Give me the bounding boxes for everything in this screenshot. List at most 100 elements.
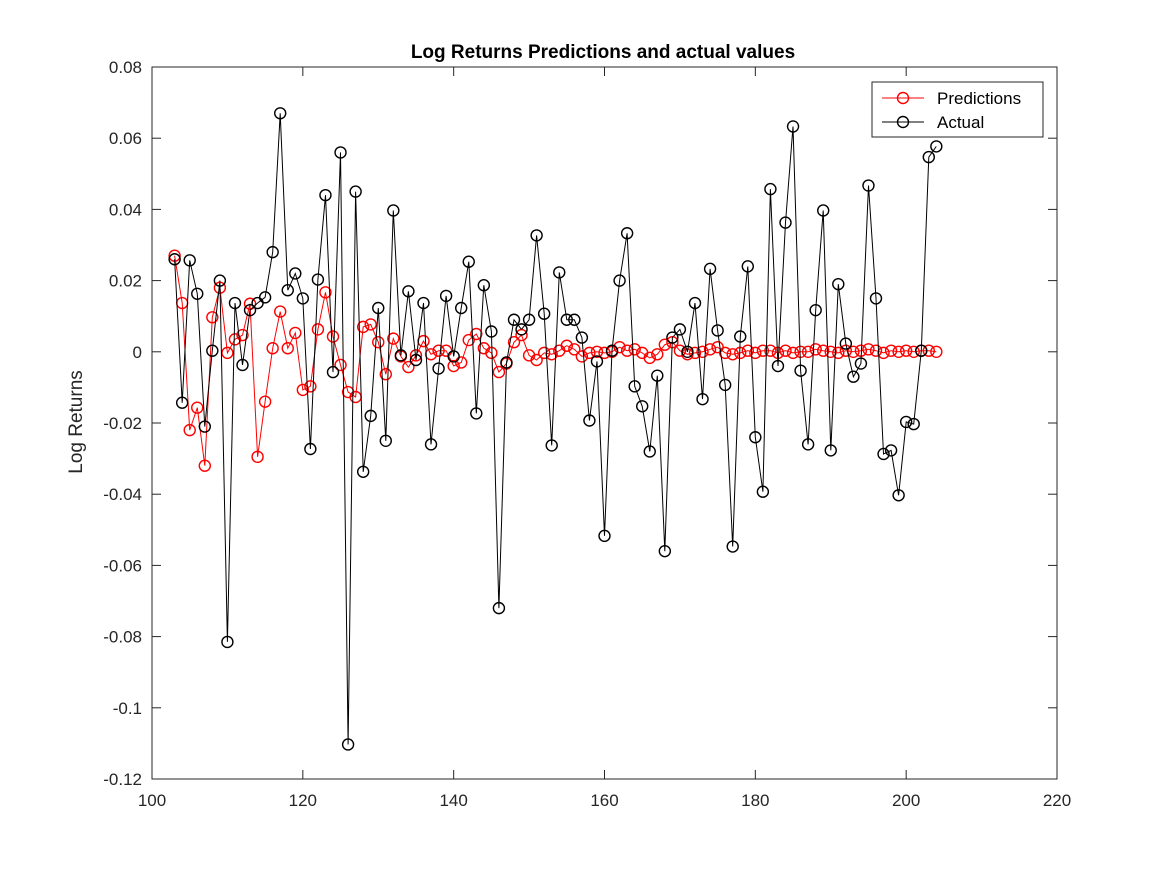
actual-data-point xyxy=(447,350,460,363)
actual-data-point xyxy=(756,485,770,498)
actual-data-point xyxy=(590,355,604,368)
actual-data-point xyxy=(334,146,347,159)
actual-data-point xyxy=(605,344,619,357)
actual-data-point xyxy=(711,324,724,337)
predictions-data-point xyxy=(447,359,460,373)
actual-data-point xyxy=(636,400,649,413)
y-tick-label: -0.06 xyxy=(103,556,142,575)
actual-data-point xyxy=(470,407,483,420)
actual-data-point xyxy=(613,274,626,287)
actual-data-point xyxy=(862,179,875,192)
x-tick-label: 120 xyxy=(289,791,317,810)
actual-data-point xyxy=(726,540,739,553)
actual-data-point xyxy=(922,150,935,164)
actual-data-point xyxy=(877,447,890,461)
predictions-data-point xyxy=(455,356,468,369)
actual-data-point xyxy=(206,344,219,357)
y-tick-label: -0.1 xyxy=(113,699,142,718)
x-tick-label: 180 xyxy=(741,791,769,810)
actual-data-point xyxy=(628,380,641,393)
actual-data-point xyxy=(734,330,747,343)
predictions-data-point xyxy=(356,320,370,334)
predictions-data-point xyxy=(862,343,875,356)
actual-data-point xyxy=(718,378,732,392)
predictions-data-point xyxy=(817,344,830,357)
predictions-data-point xyxy=(296,383,310,397)
predictions-data-point xyxy=(266,342,279,355)
predictions-data-point xyxy=(311,323,325,336)
actual-data-point xyxy=(485,325,498,338)
actual-data-point xyxy=(741,260,754,273)
actual-data-point xyxy=(402,285,415,298)
predictions-data-point xyxy=(470,327,483,341)
actual-data-point xyxy=(394,349,408,362)
predictions-data-point xyxy=(281,342,294,355)
actual-data-point xyxy=(507,313,521,326)
predictions-data-point xyxy=(206,311,219,324)
predictions-data-point xyxy=(651,348,664,361)
actual-data-point xyxy=(884,444,898,457)
actual-data-point xyxy=(379,434,392,447)
actual-data-point xyxy=(598,529,611,543)
actual-data-point xyxy=(658,544,672,558)
actual-data-point xyxy=(824,444,837,457)
actual-data-point xyxy=(530,229,543,242)
legend-actual-marker xyxy=(896,115,910,129)
legend: Predictions Actual xyxy=(871,81,1044,138)
y-tick-label: 0 xyxy=(133,343,142,362)
legend-box xyxy=(871,81,1044,138)
actual-data-point xyxy=(409,353,423,367)
predictions-data-point xyxy=(583,346,596,360)
predictions-data-point xyxy=(258,395,272,408)
predictions-data-point xyxy=(741,344,754,357)
predictions-data-point xyxy=(809,343,822,356)
predictions-data-point xyxy=(274,305,287,318)
y-axis-label: Log Returns xyxy=(66,370,87,474)
predictions-data-point xyxy=(409,349,423,362)
actual-data-point xyxy=(296,292,310,305)
predictions-data-point xyxy=(221,346,234,360)
chart-title: Log Returns Predictions and actual value… xyxy=(411,42,795,63)
actual-data-point xyxy=(854,357,868,370)
predictions-data-point xyxy=(590,345,604,358)
predictions-data-point xyxy=(402,360,415,374)
x-tick-label: 220 xyxy=(1043,791,1071,810)
actual-data-point xyxy=(364,409,377,423)
predictions-data-point xyxy=(379,368,392,381)
actual-data-point xyxy=(801,438,815,451)
actual-data-point xyxy=(243,303,257,317)
actual-data-point xyxy=(786,120,800,133)
predictions-data-point xyxy=(832,346,845,360)
predictions-data-point xyxy=(372,335,385,349)
predictions-data-point xyxy=(922,344,935,357)
actual-data-point xyxy=(651,369,664,382)
predictions-data-point xyxy=(696,345,709,358)
legend-actual-label: Actual xyxy=(937,113,984,132)
legend-predictions-label: Predictions xyxy=(937,89,1021,108)
predictions-data-point xyxy=(492,365,506,379)
actual-data-point xyxy=(696,392,709,406)
actual-data-point xyxy=(749,431,762,444)
predictions-data-point xyxy=(628,343,641,356)
predictions-data-point xyxy=(598,346,611,360)
predictions-data-point xyxy=(643,351,656,365)
plot-area: 100 120 140 160 180 200 220 -0.12 -0.1 -0.08 -0.06… xyxy=(103,58,1071,810)
actual-data-point xyxy=(500,356,513,369)
actual-data-point xyxy=(779,216,792,229)
predictions-data-point xyxy=(786,346,800,360)
x-tick-label: 140 xyxy=(439,791,467,810)
actual-data-point xyxy=(432,362,445,375)
actual-data-point xyxy=(439,289,453,303)
actual-data-point xyxy=(817,204,830,217)
actual-data-point xyxy=(915,344,928,357)
predictions-data-point xyxy=(892,345,905,358)
actual-data-point xyxy=(168,253,181,266)
actual-data-point xyxy=(666,331,679,344)
y-tick-label: 0.08 xyxy=(109,58,142,77)
predictions-data-point xyxy=(749,346,762,360)
y-tick-label: -0.02 xyxy=(103,414,142,433)
predictions-data-point xyxy=(568,343,581,356)
predictions-data-point xyxy=(560,339,573,352)
